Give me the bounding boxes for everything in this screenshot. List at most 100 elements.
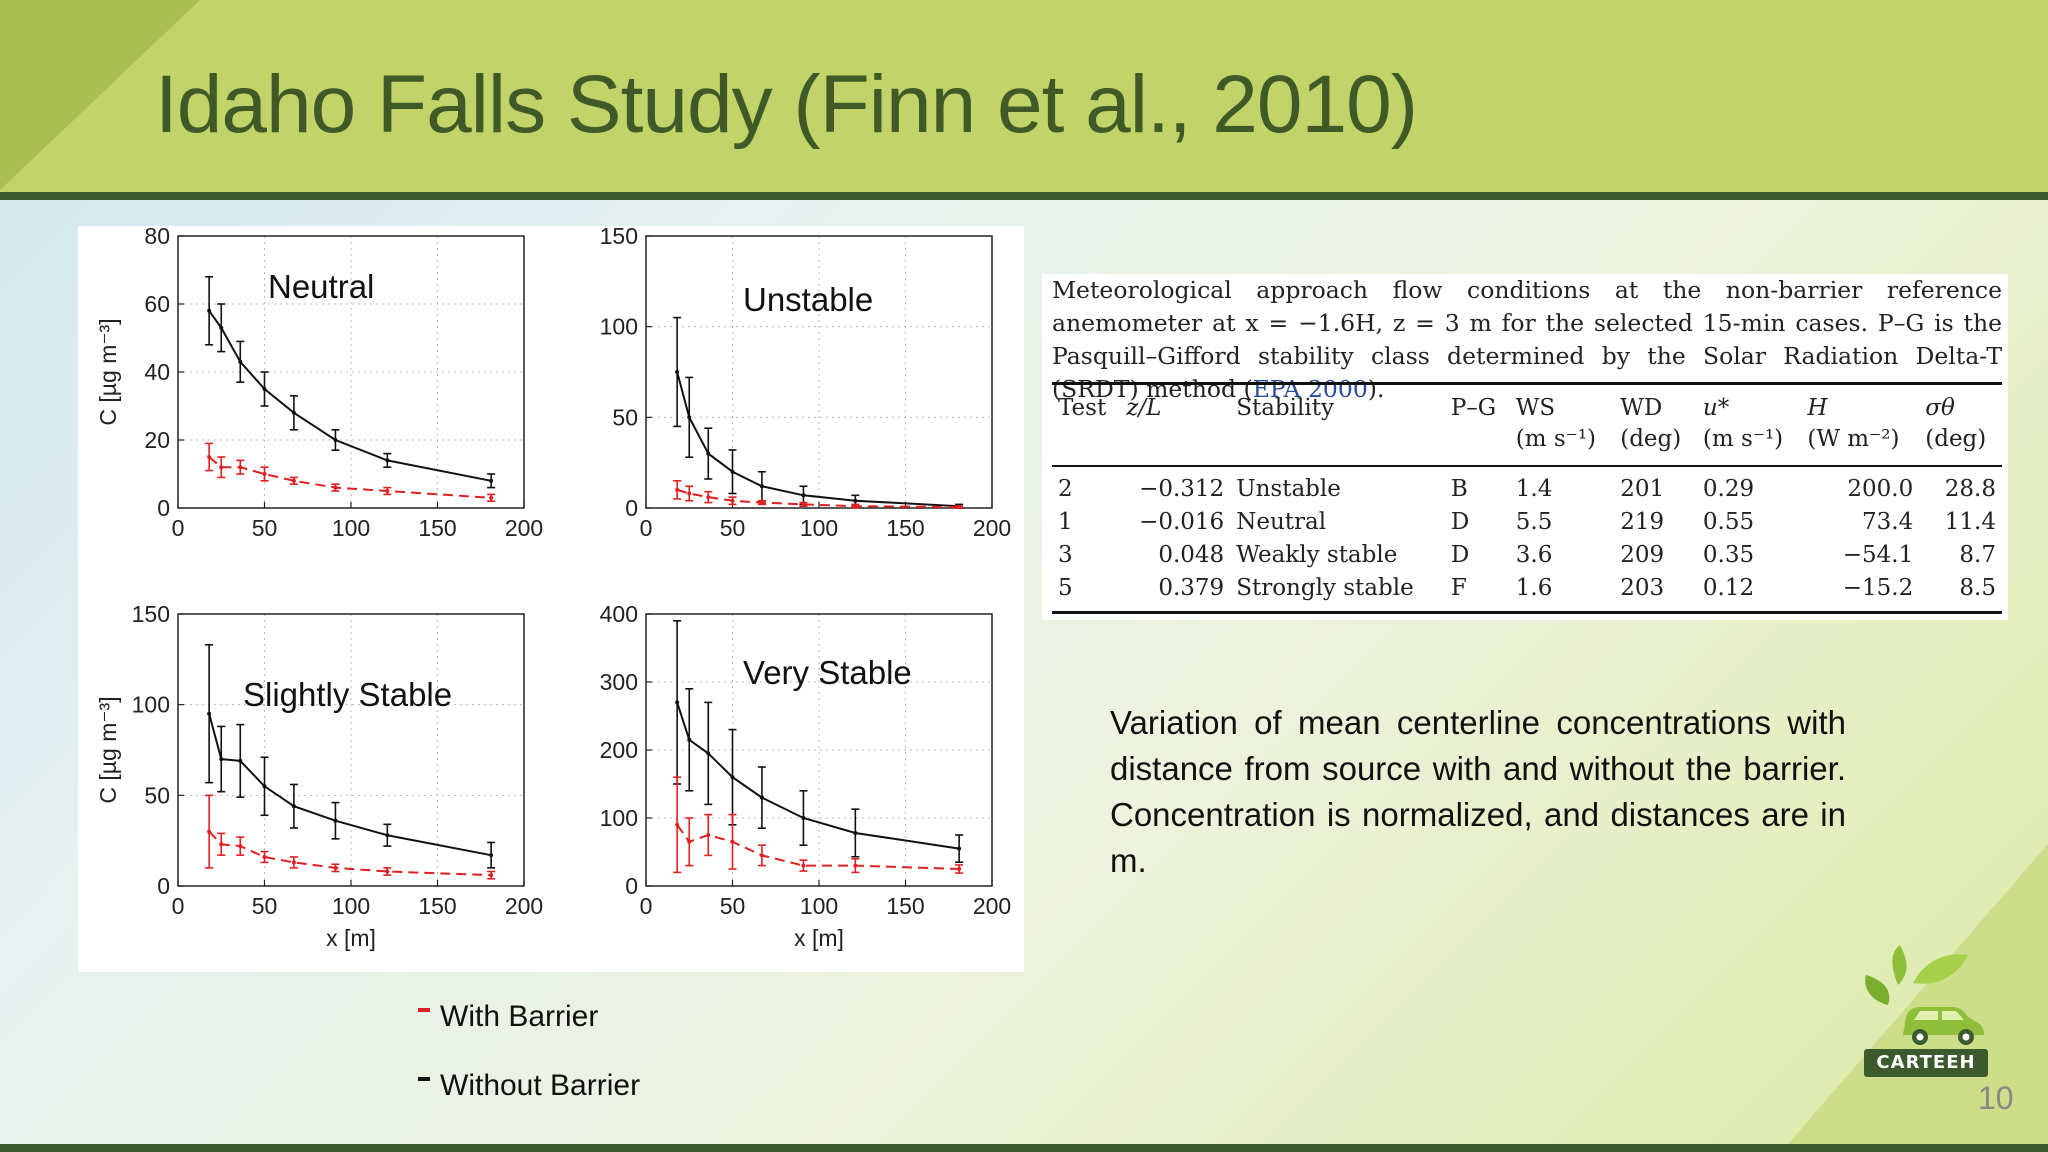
series-line-with — [676, 488, 960, 509]
data-point-with — [801, 502, 806, 507]
x-tick-label: 150 — [886, 515, 924, 541]
slide-description: Variation of mean centerline concentrati… — [1110, 704, 1846, 879]
table-cell: 1.6 — [1509, 572, 1615, 614]
data-point-with — [853, 863, 858, 868]
table-cell: −15.2 — [1801, 572, 1920, 614]
x-tick-label: 50 — [720, 515, 746, 541]
table-cell: 73.4 — [1862, 509, 1914, 535]
table-cell: −0.312 — [1139, 476, 1225, 502]
legend-without-barrier-label: Without Barrier — [440, 1069, 641, 1102]
series-line-with — [208, 456, 492, 499]
y-tick-label: 40 — [144, 359, 170, 385]
y-tick-label: 50 — [612, 404, 638, 430]
table-row: 5 0.379 Strongly stable F 1.6 203 0.12 −15.2 8.5 — [1052, 572, 2002, 614]
data-point-with — [262, 854, 267, 859]
table-cell: 219 — [1620, 509, 1665, 535]
table-cell: 0.048 — [1158, 542, 1225, 568]
table-cell: Strongly stable — [1230, 572, 1445, 614]
table-header-unit: (W m⁻²) — [1807, 426, 1900, 452]
table-header-label: Stability — [1236, 395, 1334, 421]
table-cell: 0.55 — [1702, 509, 1755, 535]
table-cell: 2 — [1058, 476, 1073, 502]
x-tick-label: 100 — [332, 515, 370, 541]
table-header-unit: (deg) — [1620, 426, 1682, 452]
x-axis-label: x [m] — [794, 925, 844, 951]
plot-frame — [645, 235, 993, 509]
data-point-without — [730, 469, 735, 474]
table-header-label: Test — [1058, 395, 1107, 421]
x-tick-label: 0 — [172, 515, 185, 541]
table-cell: Weakly stable — [1236, 542, 1398, 568]
y-tick-label: 150 — [600, 226, 638, 249]
series-line-without — [208, 310, 492, 482]
table-header-cell: Stability — [1230, 382, 1445, 467]
x-axis-label: x [m] — [326, 925, 376, 951]
series-line-with — [208, 830, 492, 877]
data-point-without — [238, 758, 243, 763]
corner-accent-triangle — [1788, 844, 2048, 1144]
panel-title: Unstable — [743, 281, 873, 318]
data-point-with — [238, 465, 243, 470]
x-tick-label: 150 — [418, 515, 456, 541]
table-header-label: u* — [1702, 395, 1730, 421]
carteeh-logo: CARTEEH — [1858, 945, 1996, 1080]
data-point-with — [957, 867, 962, 871]
data-point-with — [730, 498, 735, 503]
data-point-with — [291, 478, 296, 483]
table-header-row: Test z/L Stability P–G WS (m s⁻¹) WD (deg) u* (m … — [1052, 382, 2002, 467]
table-header-cell: u* (m s⁻¹) — [1696, 382, 1802, 467]
data-point-without — [489, 853, 494, 858]
table-header-cell: WD (deg) — [1614, 382, 1697, 467]
data-point-with — [706, 833, 711, 837]
data-point-without — [219, 325, 224, 330]
x-tick-label: 50 — [252, 893, 278, 919]
data-point-with — [853, 504, 858, 509]
table-cell: 209 — [1620, 542, 1665, 568]
data-point-without — [385, 833, 390, 838]
x-tick-label: 100 — [800, 893, 838, 919]
data-point-without — [687, 737, 692, 742]
table-cell: 3 — [1058, 542, 1073, 568]
table-cell: −54.1 — [1842, 542, 1914, 568]
table-header-label: σθ — [1925, 395, 1955, 421]
met-table-box: Meteorological approach flow conditions … — [1042, 274, 2008, 620]
data-point-without — [675, 700, 680, 705]
legend-without-barrier-swatch — [418, 1077, 430, 1082]
data-point-with — [333, 865, 338, 870]
data-point-without — [801, 816, 806, 820]
table-header-unit: (m s⁻¹) — [1515, 426, 1597, 452]
table-cell: 3.6 — [1515, 542, 1553, 568]
table-header-cell: σθ (deg) — [1919, 382, 2002, 467]
table-header-cell: WS (m s⁻¹) — [1509, 382, 1615, 467]
x-tick-label: 50 — [720, 893, 746, 919]
x-tick-label: 0 — [172, 893, 185, 919]
table-cell: 1.4 — [1515, 476, 1553, 502]
legend-with-barrier-swatch — [418, 1008, 430, 1013]
data-point-without — [333, 818, 338, 823]
table-cell: −0.016 — [1139, 509, 1225, 535]
y-tick-label: 0 — [157, 873, 170, 899]
data-point-with — [687, 839, 692, 844]
table-cell: 200.0 — [1847, 476, 1914, 502]
data-point-without — [801, 493, 806, 498]
data-point-with — [801, 863, 806, 868]
y-axis-label: C [µg m⁻³] — [95, 318, 121, 425]
y-tick-label: 80 — [144, 226, 170, 249]
data-point-without — [730, 775, 735, 780]
data-point-with — [489, 873, 494, 878]
table-cell: B — [1450, 476, 1468, 502]
table-header-cell: z/L — [1120, 382, 1231, 467]
data-point-with — [759, 853, 764, 858]
panel-title: Neutral — [268, 268, 374, 305]
x-tick-label: 200 — [505, 515, 543, 541]
x-tick-label: 150 — [886, 893, 924, 919]
data-point-with — [687, 491, 692, 496]
footer-rule — [0, 1144, 2048, 1152]
table-header-label: WD — [1620, 395, 1663, 421]
y-tick-label: 0 — [157, 495, 170, 521]
y-axis-label: C [µg m⁻³] — [95, 696, 121, 803]
series-line-without — [676, 371, 960, 508]
table-header-cell: Test — [1052, 382, 1121, 467]
y-tick-label: 100 — [132, 692, 170, 718]
